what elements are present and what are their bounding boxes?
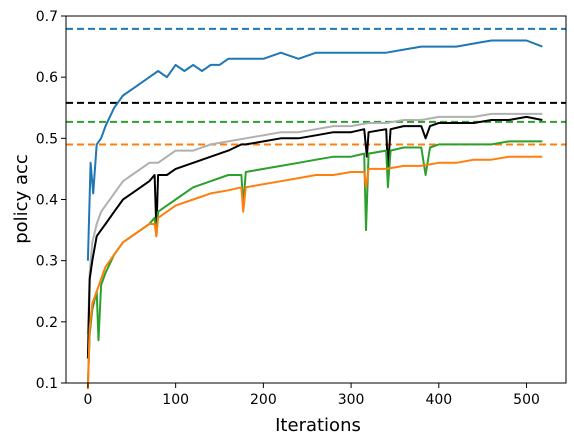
- y-axis-label: policy acc: [11, 154, 32, 244]
- reference-lines: [66, 27, 566, 146]
- series-lines: [86, 39, 543, 390]
- y-tick-label: 0.4: [36, 193, 58, 209]
- x-tick-label: 0: [83, 392, 92, 408]
- series-line-4: [86, 155, 543, 390]
- y-tick-label: 0.6: [36, 70, 58, 86]
- y-tick-label: 0.5: [36, 131, 58, 147]
- plot-area: 0 100 200 300 400 500 0.1 0.2 0.3 0.4 0.5 0.6 0.7: [36, 9, 567, 408]
- y-axis-ticks: 0.1 0.2 0.3 0.4 0.5 0.6 0.7: [36, 9, 66, 392]
- x-tick-label: 400: [425, 392, 452, 408]
- series-line-0: [86, 39, 543, 261]
- x-tick-label: 200: [250, 392, 277, 408]
- y-tick-label: 0.2: [36, 315, 58, 331]
- x-axis-label: Iterations: [275, 415, 361, 436]
- x-tick-label: 100: [162, 392, 189, 408]
- y-tick-label: 0.1: [36, 376, 58, 392]
- series-line-1: [86, 112, 543, 335]
- x-tick-label: 500: [513, 392, 540, 408]
- series-line-3: [86, 140, 543, 384]
- plot-frame: [65, 15, 567, 384]
- y-tick-label: 0.3: [36, 254, 58, 270]
- x-axis-ticks: 0 100 200 300 400 500: [83, 383, 540, 408]
- series-line-2: [86, 115, 543, 359]
- x-tick-label: 300: [338, 392, 365, 408]
- y-tick-label: 0.7: [36, 9, 58, 25]
